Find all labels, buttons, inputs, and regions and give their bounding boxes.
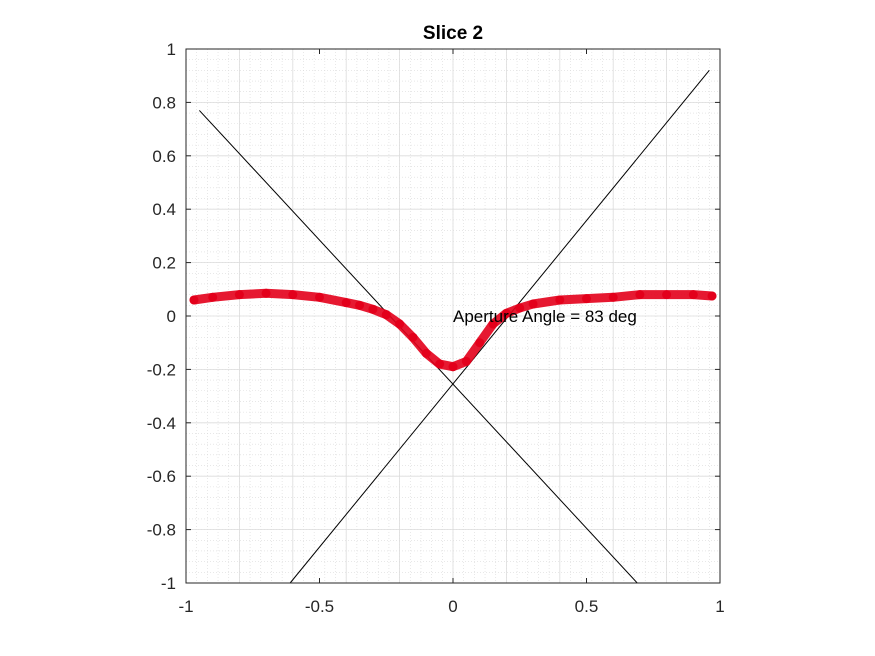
x-tick-label: 0.5	[575, 597, 599, 616]
y-tick-label: -0.4	[147, 414, 176, 433]
data-point	[355, 300, 365, 310]
y-tick-label: 0.4	[152, 200, 176, 219]
y-tick-label: -0.8	[147, 521, 176, 540]
data-point	[488, 319, 498, 329]
data-point	[635, 290, 645, 300]
reference-line-2	[289, 70, 710, 584]
data-point	[555, 295, 565, 305]
data-point	[288, 290, 298, 300]
y-tick-label: 0.6	[152, 147, 176, 166]
chart-title: Slice 2	[423, 23, 483, 44]
data-point	[582, 294, 591, 304]
data-point	[315, 292, 324, 302]
y-tick-label: -0.2	[147, 360, 176, 379]
data-point	[448, 362, 458, 372]
data-point	[408, 332, 418, 342]
x-tick-label: 0	[448, 597, 457, 616]
data-point	[234, 290, 244, 300]
annotation-text: Aperture Angle = 83 deg	[453, 307, 637, 326]
data-band	[189, 288, 717, 372]
data-point	[662, 290, 672, 300]
data-point	[261, 288, 271, 298]
data-point	[395, 319, 405, 329]
y-tick-labels: 1 0.8 0.6 0.4 0.2 0 -0.2 -0.4 -0.6 -0.8 -1	[147, 40, 176, 593]
data-point	[608, 292, 618, 302]
y-tick-label: 0.8	[152, 93, 176, 112]
data-point	[501, 308, 511, 318]
data-point	[341, 298, 351, 308]
data-point	[435, 359, 445, 369]
x-tick-label: -1	[178, 597, 193, 616]
tick-marks	[185, 48, 721, 584]
y-tick-label: -0.6	[147, 467, 176, 486]
y-tick-label: -1	[161, 574, 176, 593]
data-point	[208, 292, 218, 302]
data-point	[381, 310, 391, 320]
x-tick-label: 1	[715, 597, 724, 616]
data-point	[475, 338, 485, 348]
data-points	[189, 288, 717, 372]
x-tick-labels: -1 -0.5 0 0.5 1	[178, 597, 724, 616]
data-point	[368, 304, 378, 314]
annotations: Aperture Angle = 83 deg	[453, 307, 637, 326]
data-point	[515, 303, 525, 313]
data-point	[688, 290, 698, 300]
data-point	[461, 356, 471, 366]
data-point	[189, 295, 199, 305]
y-tick-label: 1	[167, 40, 176, 59]
data-point	[707, 291, 717, 301]
data-point	[421, 348, 431, 358]
y-tick-label: 0	[167, 307, 176, 326]
x-tick-label: -0.5	[305, 597, 334, 616]
data-point	[528, 299, 538, 309]
y-tick-label: 0.2	[152, 254, 176, 273]
